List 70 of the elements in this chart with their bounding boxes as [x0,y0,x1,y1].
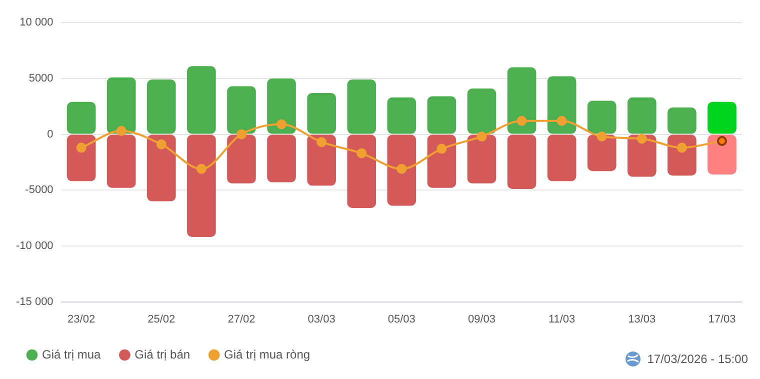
bar [347,134,376,208]
bar [227,134,256,184]
x-tick-label: 03/03 [308,313,336,326]
bar [347,80,376,134]
legend-label: Giá trị bán [134,347,190,362]
bar [427,134,456,188]
bar [187,66,216,134]
bar [547,76,576,134]
legend-label: Giá trị mua ròng [224,347,310,362]
bar [146,80,176,134]
point [476,132,487,142]
y-tick-label: -15 000 [16,296,54,308]
bar [708,102,736,134]
y-tick-label: 5000 [28,72,54,84]
x-tick-label: 09/03 [468,313,496,326]
bar [227,86,256,134]
x-tick-label: 05/03 [388,313,416,326]
bar [267,134,296,182]
bar [106,134,136,188]
bar [307,92,336,134]
point [396,164,407,174]
y-tick-label: 10 000 [20,16,54,29]
point [636,134,647,144]
x-tick-label: 17/03 [708,313,736,326]
bar [587,100,616,134]
bar [627,97,656,134]
y-tick-label: 0 [47,128,54,140]
x-tick-label: 23/02 [68,313,96,326]
point [156,139,166,150]
point [236,129,246,140]
point [76,142,86,153]
bar [146,134,176,202]
y-tick-label: -5000 [25,184,54,196]
bar [507,134,536,190]
point [676,142,687,153]
bar [427,96,456,134]
bar [467,88,496,134]
x-tick-label: 27/02 [228,313,256,326]
bar [507,67,536,134]
legend-label: Giá trị mua [42,347,102,362]
y-tick-label: -10 000 [16,240,54,252]
bar [587,134,616,172]
bar [66,102,96,134]
bar [387,134,416,206]
bar [106,77,136,134]
bar [387,97,416,134]
x-tick-label: 25/02 [148,313,176,326]
bar [627,134,656,177]
point [556,116,567,126]
bar [708,134,736,174]
bar [467,134,496,184]
bar [66,134,96,182]
point [276,119,287,130]
point [316,137,327,148]
bar [668,134,696,176]
point [516,116,527,126]
bar [668,107,696,134]
x-tick-label: 13/03 [628,313,656,326]
point [116,126,126,136]
bar [307,134,336,186]
bar [187,134,216,238]
point [436,144,447,154]
text: 17/03/2026 - 15:00 [647,352,748,366]
bar [547,134,576,182]
point [716,136,727,146]
point [196,164,206,174]
x-tick-label: 11/03 [548,313,576,326]
bar [267,78,296,134]
point [356,148,367,158]
point [596,132,607,142]
